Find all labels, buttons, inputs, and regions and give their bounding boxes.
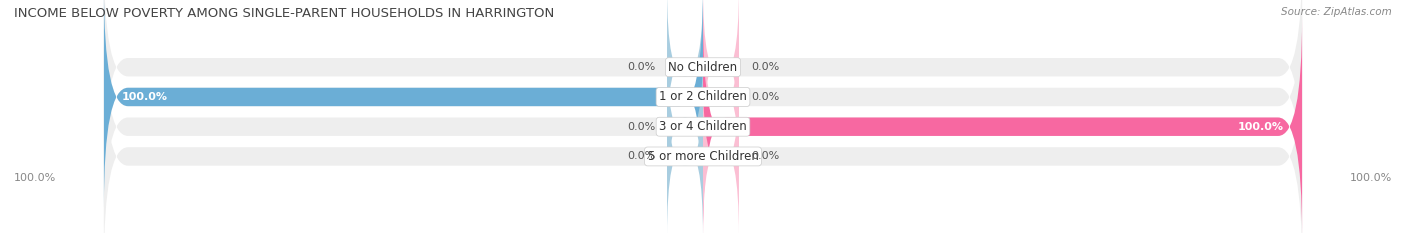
FancyBboxPatch shape <box>104 0 1302 177</box>
Text: No Children: No Children <box>668 61 738 74</box>
Text: 3 or 4 Children: 3 or 4 Children <box>659 120 747 133</box>
FancyBboxPatch shape <box>666 0 703 147</box>
FancyBboxPatch shape <box>104 17 1302 233</box>
Text: 100.0%: 100.0% <box>14 173 56 183</box>
Text: 5 or more Children: 5 or more Children <box>648 150 758 163</box>
FancyBboxPatch shape <box>104 0 1302 207</box>
Text: 1 or 2 Children: 1 or 2 Children <box>659 90 747 103</box>
Text: 0.0%: 0.0% <box>751 62 779 72</box>
Text: 0.0%: 0.0% <box>627 122 655 132</box>
Text: INCOME BELOW POVERTY AMONG SINGLE-PARENT HOUSEHOLDS IN HARRINGTON: INCOME BELOW POVERTY AMONG SINGLE-PARENT… <box>14 7 554 20</box>
Text: 0.0%: 0.0% <box>751 92 779 102</box>
Text: Source: ZipAtlas.com: Source: ZipAtlas.com <box>1281 7 1392 17</box>
Text: 100.0%: 100.0% <box>1350 173 1392 183</box>
FancyBboxPatch shape <box>703 17 1302 233</box>
Text: 100.0%: 100.0% <box>122 92 167 102</box>
FancyBboxPatch shape <box>666 47 703 207</box>
FancyBboxPatch shape <box>104 47 1302 233</box>
Text: 100.0%: 100.0% <box>1239 122 1284 132</box>
FancyBboxPatch shape <box>703 17 740 177</box>
FancyBboxPatch shape <box>703 76 740 233</box>
FancyBboxPatch shape <box>703 0 740 147</box>
Text: 0.0%: 0.0% <box>751 151 779 161</box>
FancyBboxPatch shape <box>666 76 703 233</box>
FancyBboxPatch shape <box>104 0 703 207</box>
Legend: Single Father, Single Mother: Single Father, Single Mother <box>596 230 810 233</box>
Text: 0.0%: 0.0% <box>627 62 655 72</box>
Text: 0.0%: 0.0% <box>627 151 655 161</box>
